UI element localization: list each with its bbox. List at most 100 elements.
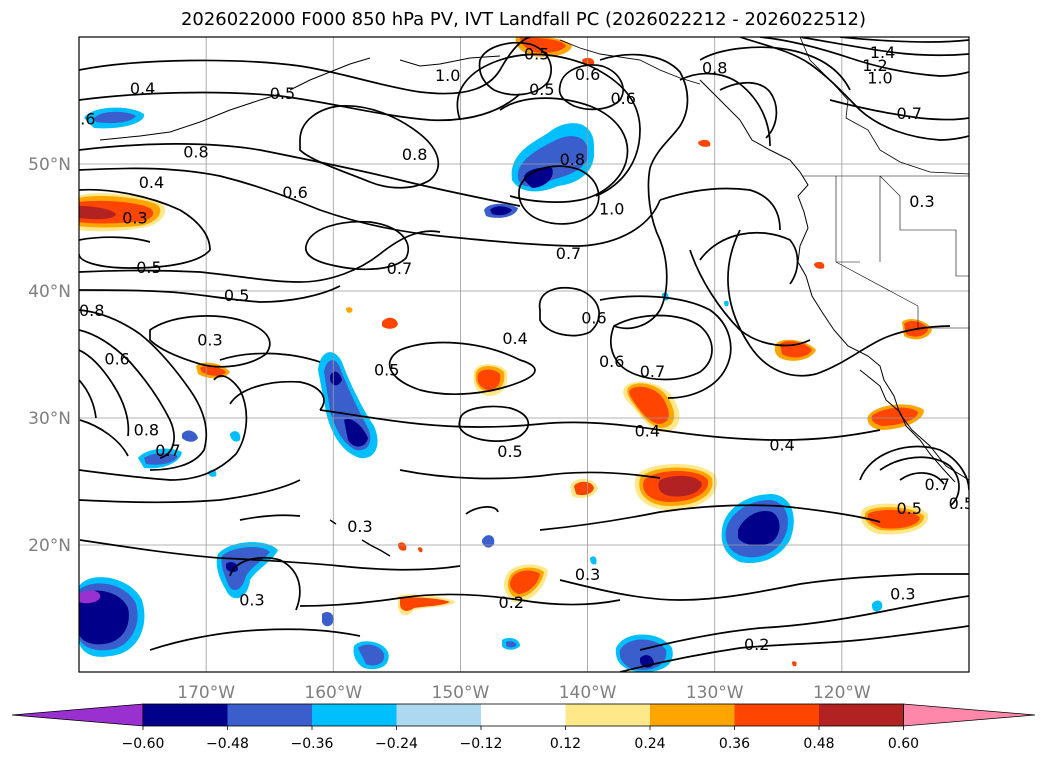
colorbar-extend-min (11, 703, 144, 727)
lon-tick-label: 120°W (813, 683, 871, 703)
neg-anomaly-southwest (79, 577, 145, 657)
colorbar-tick-label: 0.24 (634, 736, 665, 752)
contour-label: 0.5 (224, 286, 249, 305)
colorbar-bin (396, 704, 482, 726)
gridlines (79, 37, 969, 672)
contour-label: 0.5 (529, 80, 554, 99)
contour-label: 0.4 (130, 79, 155, 98)
contour-label: 0.5 (949, 494, 974, 513)
contour-label: 0.6 (282, 183, 307, 202)
contour-label: 0.7 (640, 362, 665, 381)
contour-label: 0.6 (104, 349, 129, 368)
contour-label: 0.6 (575, 65, 600, 84)
colorbar-tick-label: −0.60 (122, 736, 165, 752)
contour-label: 0.3 (122, 208, 147, 227)
latitude-tick-labels: 20°N 30°N 40°N 50°N (28, 155, 71, 556)
contour-label: 0.4 (139, 173, 164, 192)
colorbar-tick-label: 0.12 (550, 736, 581, 752)
lat-tick-label: 20°N (28, 536, 71, 556)
colorbar-bin (312, 704, 397, 726)
neg-anomaly-west (138, 430, 241, 477)
colorbar-tick-label: 0.60 (888, 736, 919, 752)
colorbar-tick-label: −0.36 (291, 736, 334, 752)
pos-anomaly-south (398, 542, 797, 667)
political-borders (802, 175, 969, 329)
contour-label: 0.3 (575, 565, 600, 584)
contour-label: 0.6 (581, 309, 606, 328)
contour-label: 1.4 (870, 43, 895, 62)
colorbar-bin (819, 704, 904, 726)
contour-label: 0.7 (924, 475, 949, 494)
figure-title: 2026022000 F000 850 hPa PV, IVT Landfall… (180, 9, 867, 30)
colorbar-extend-max (903, 703, 1036, 727)
contour-label: 0.4 (635, 422, 660, 441)
contour-label: 0.5 (136, 258, 161, 277)
contour-label: 0.5 (897, 499, 922, 518)
colorbar-tick-label: −0.12 (460, 736, 503, 752)
map-area: 0.4 0.51.00.50.50.60.60.81.41.21.0.6 0.70.… (79, 37, 974, 672)
contour-label: 0.2 (744, 635, 769, 654)
contour-label: 0.5 (374, 361, 399, 380)
pos-anomaly-north (515, 37, 825, 269)
neg-anomaly-aleutian (84, 107, 145, 129)
contour-label: 0.2 (499, 593, 524, 612)
colorbar-bin (734, 704, 820, 726)
pv-contours (79, 37, 969, 672)
contour-label: 0.3 (239, 591, 264, 610)
neg-anomaly-gulf-alaska (484, 123, 595, 218)
lon-tick-label: 160°W (304, 683, 362, 703)
lon-tick-label: 130°W (686, 683, 744, 703)
neg-anomaly-east (662, 292, 883, 612)
contour-label: 0.3 (347, 517, 372, 536)
contour-label: 0.8 (560, 150, 585, 169)
contour-label: 0.3 (890, 584, 915, 603)
contour-label: 0.3 (197, 330, 222, 349)
contour-label: 0.8 (402, 145, 427, 164)
lon-tick-label: 170°W (177, 683, 235, 703)
contour-label: 0.7 (897, 104, 922, 123)
coastlines (99, 37, 969, 557)
colorbar-bin (227, 704, 313, 726)
colorbar-tick-label: 0.48 (803, 736, 834, 752)
colorbar-tick-label: −0.24 (375, 736, 418, 752)
contour-label: 0.5 (497, 442, 522, 461)
contour-label: 0.7 (387, 259, 412, 278)
contour-label: 0.5 (270, 84, 295, 103)
contour-label: 1.2 (862, 56, 887, 75)
longitude-tick-labels: 170°W 160°W 150°W 140°W 130°W 120°W (177, 683, 871, 703)
colorbar-bin (565, 704, 651, 726)
colorbar: −0.60 −0.48 −0.36 −0.24 −0.12 0.12 0.24 0.36 0.4… (11, 703, 1036, 752)
contour-label: 0.8 (79, 301, 104, 320)
pv-shading (79, 37, 932, 672)
contour-label: 1.0 (435, 66, 460, 85)
lat-tick-label: 50°N (28, 155, 71, 175)
neg-anomaly-central (318, 352, 378, 459)
contour-label: 0.8 (702, 58, 727, 77)
contour-label: 0.7 (155, 441, 180, 460)
pos-anomaly-dateline (79, 193, 166, 232)
contour-label: 0.7 (556, 244, 581, 263)
colorbar-bin (481, 704, 566, 726)
colorbar-tick-label: 0.36 (719, 736, 750, 752)
colorbar-bin (650, 704, 735, 726)
lat-tick-label: 40°N (28, 282, 71, 302)
contour-label: 0.3 (909, 192, 934, 211)
contour-label: 0.6 (599, 352, 624, 371)
colorbar-outline (142, 703, 904, 727)
lon-tick-label: 140°W (559, 683, 617, 703)
contour-label: 0.6 (610, 89, 635, 108)
contour-label: 1.0 (599, 199, 624, 218)
pos-anomaly-east-central (623, 319, 932, 432)
lat-tick-label: 30°N (28, 409, 71, 429)
colorbar-tick-label: −0.48 (206, 736, 249, 752)
map-frame (78, 36, 970, 673)
contour-label: 0.8 (134, 420, 159, 439)
contour-label: 0.4 (769, 436, 794, 455)
contour-label: .6 (80, 109, 95, 128)
contour-label: 0.5 (524, 45, 549, 64)
contour-label: 0.8 (183, 142, 208, 161)
contour-label: 1.0 (867, 69, 892, 88)
contour-labels: 0.4 0.51.00.50.50.60.60.81.41.21.0.6 0.70.… (79, 43, 974, 654)
contour-label: 0.4 (502, 329, 527, 348)
